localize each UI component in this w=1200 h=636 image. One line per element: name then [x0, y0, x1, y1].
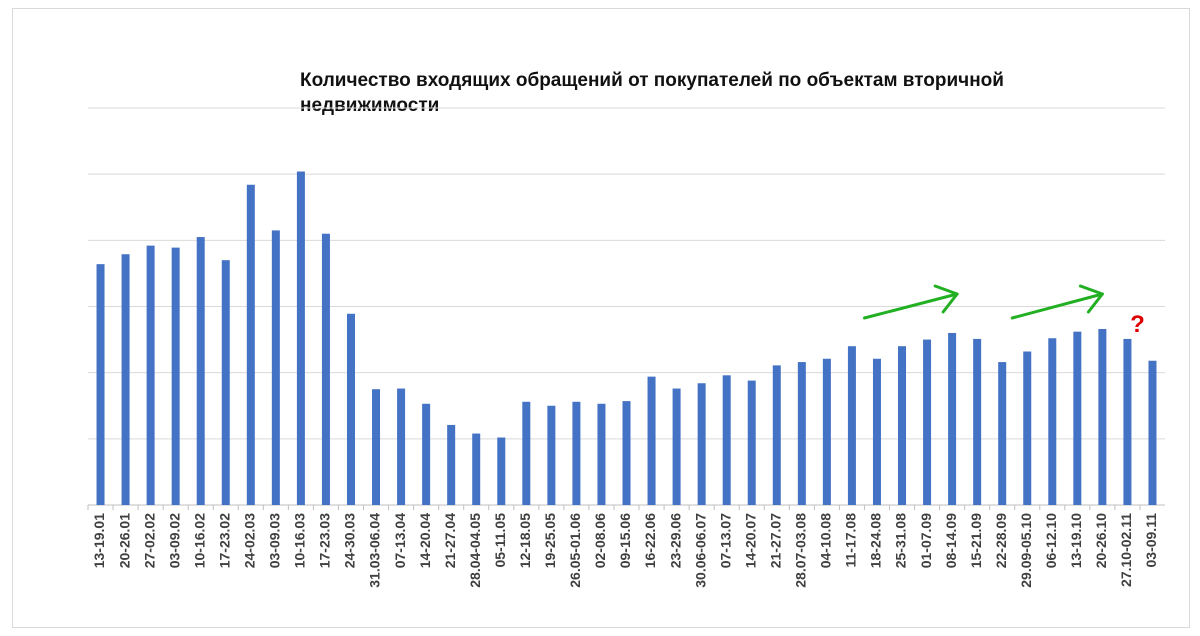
x-tick-label: 27-02.02: [141, 513, 157, 568]
x-tick-label: 02-08.06: [592, 513, 608, 568]
x-tick-label: 13-19.10: [1068, 513, 1084, 568]
x-tick-label: 20-26.10: [1093, 513, 1109, 568]
bar: [898, 346, 907, 505]
green-arrow-annotation: [1010, 284, 1104, 320]
bar: [772, 365, 781, 505]
x-tick-label: 01-07.09: [918, 513, 934, 568]
bar: [221, 260, 230, 505]
x-tick-label: 28.04-04.05: [467, 513, 483, 588]
bar: [647, 376, 656, 505]
bar: [96, 264, 105, 505]
x-tick-label: 04-10.08: [818, 513, 834, 568]
bar: [973, 338, 982, 505]
x-tick-label: 17-23.02: [216, 513, 232, 568]
bar: [397, 388, 406, 505]
bar: [246, 184, 255, 505]
gridlines: [88, 107, 1165, 506]
bar: [847, 346, 856, 505]
bar: [522, 401, 531, 505]
green-arrow-annotation: [862, 284, 959, 320]
x-tick-label: 27.10-02.11: [1118, 513, 1134, 587]
x-tick-label: 06-12.10: [1043, 513, 1059, 568]
bar: [146, 245, 155, 506]
bar: [998, 362, 1007, 505]
bar: [747, 380, 756, 505]
x-tick-label: 17-23.03: [317, 513, 333, 568]
bar: [271, 230, 280, 506]
bar: [121, 254, 130, 505]
bar: [321, 233, 330, 505]
x-tick-label: 07-13.04: [392, 513, 408, 568]
bars: [96, 171, 1157, 506]
x-tick-label: 15-21.09: [968, 513, 984, 568]
bar: [171, 247, 180, 505]
x-tick-label: 29.09-05.10: [1018, 513, 1034, 588]
bar: [497, 437, 506, 505]
bar: [1023, 351, 1032, 505]
bar: [1148, 360, 1157, 505]
x-tick-label: 24-02.03: [242, 513, 258, 568]
x-tick-label: 20-26.01: [116, 513, 132, 568]
x-tick-label: 03-09.03: [267, 513, 283, 568]
x-tick-label: 10-16.02: [191, 513, 207, 568]
x-tick-label: 16-22.06: [642, 513, 658, 568]
bar: [672, 388, 681, 505]
bar: [296, 171, 305, 505]
bar: [447, 424, 456, 505]
x-tick-label: 05-11.05: [492, 513, 508, 568]
bar: [1073, 331, 1082, 505]
x-tick-label: 12-18.05: [517, 513, 533, 568]
x-tick-label: 25-31.08: [893, 513, 909, 568]
x-tick-label: 13-19.01: [91, 513, 107, 568]
x-tick-label: 30.06-06.07: [692, 513, 708, 588]
x-tick-label: 23-29.06: [667, 513, 683, 568]
bar: [346, 313, 355, 505]
bar: [472, 433, 481, 505]
x-tick-label: 10-16.03: [292, 513, 308, 568]
bar: [622, 401, 631, 505]
bar: [597, 403, 606, 505]
bar: [923, 339, 932, 505]
question-mark-annotation: ?: [1130, 311, 1145, 338]
x-tick-label: 14-20.07: [742, 513, 758, 568]
bar: [196, 237, 205, 505]
x-tick-label: 08-14.09: [943, 513, 959, 568]
x-tick-label: 14-20.04: [417, 513, 433, 568]
x-tick-label: 07-13.07: [717, 513, 733, 568]
x-tick-label: 22-28.09: [993, 513, 1009, 568]
x-tick-label: 09-15.06: [617, 513, 633, 568]
x-tick-label: 31.03-06.04: [367, 513, 383, 588]
x-tick-label: 03-09.02: [166, 513, 182, 568]
annotations: ?: [862, 284, 1145, 338]
bar: [797, 362, 806, 505]
bar: [1098, 328, 1107, 505]
x-tick-label: 18-24.08: [868, 513, 884, 568]
x-tick-label: 24-30.03: [342, 513, 358, 568]
x-tick-label: 11-17.08: [843, 513, 859, 568]
x-tick-label: 21-27.07: [767, 513, 783, 568]
bar: [722, 375, 731, 505]
x-tick-label: 28.07-03.08: [793, 513, 809, 588]
x-tick-labels: 13-19.01 20-26.01 27-02.02 03-09.02 10-16.02…: [87, 505, 1159, 588]
bar: [1048, 338, 1057, 505]
chart-title: Количество входящих обращений от покупат…: [300, 70, 1004, 116]
chart-frame: [12, 8, 1190, 628]
x-tick-label: 26.05-01.06: [567, 513, 583, 588]
bar: [872, 358, 881, 505]
bar: [948, 332, 957, 505]
bar: [572, 401, 581, 505]
bar: [547, 405, 556, 505]
bar: [822, 358, 831, 505]
bar: [1123, 338, 1132, 505]
x-tick-label: 03-09.11: [1143, 513, 1159, 568]
x-tick-label: 19-25.05: [542, 513, 558, 568]
bar: [372, 389, 381, 505]
x-tick-label: 21-27.04: [442, 513, 458, 568]
bar: [422, 403, 431, 505]
bar: [697, 383, 706, 505]
